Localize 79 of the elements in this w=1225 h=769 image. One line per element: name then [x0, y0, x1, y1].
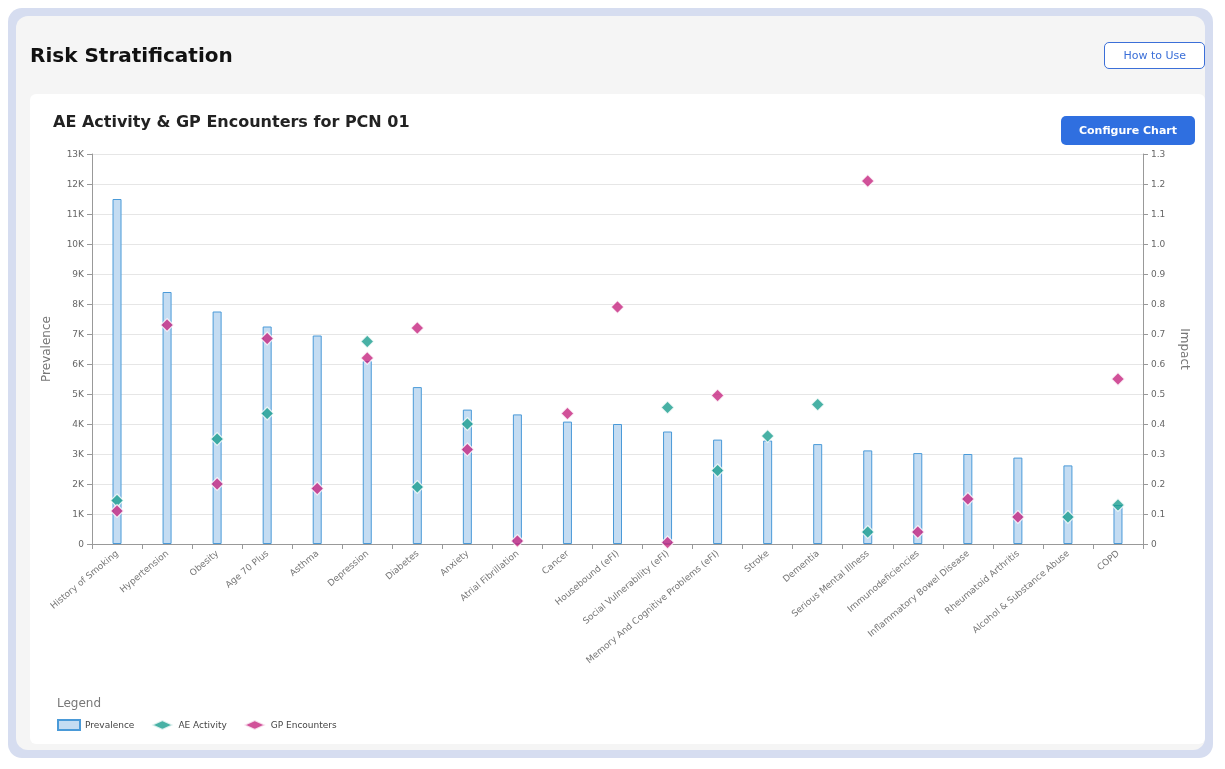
y-tick-label: 13K — [66, 149, 86, 159]
point — [660, 535, 675, 550]
point — [1010, 509, 1025, 525]
point — [660, 400, 675, 415]
y-tick-label: 4K — [72, 419, 86, 429]
point — [410, 320, 425, 336]
point — [260, 331, 275, 346]
point — [510, 533, 525, 549]
point — [810, 397, 825, 412]
bar — [312, 335, 322, 544]
point — [460, 442, 475, 457]
point — [460, 416, 475, 432]
point — [260, 406, 275, 421]
legend-title: Legend — [57, 696, 102, 710]
y-tick-label: 9K — [72, 269, 86, 279]
y2-tick-label: 0.1 — [1151, 509, 1166, 519]
legend-label: AE Activity — [178, 720, 228, 730]
bar — [813, 444, 823, 544]
y2-axis-title: Impact — [1178, 328, 1192, 371]
point — [760, 428, 775, 444]
point — [560, 406, 575, 421]
point — [1110, 497, 1126, 513]
point — [109, 503, 125, 519]
bar — [112, 199, 122, 544]
bar — [162, 292, 172, 544]
y-axis-title: Prevalence — [39, 316, 53, 382]
bar — [613, 424, 622, 544]
y-tick-label: 7K — [72, 329, 86, 339]
y2-tick-label: 0.8 — [1151, 299, 1166, 309]
y2-tick-label: 0.4 — [1151, 419, 1166, 429]
text: How to Use — [1104, 41, 1205, 69]
y2-tick-label: 0 — [1151, 539, 1157, 549]
bar — [412, 387, 422, 544]
point — [360, 350, 375, 366]
y-tick-label: 10K — [66, 239, 86, 249]
y-tick-label: 0 — [78, 539, 85, 549]
y-tick-label: 8K — [72, 299, 86, 309]
point — [310, 481, 325, 496]
legend-label: Prevalence — [85, 720, 135, 730]
x-tick-label: Age 70 Plus — [223, 547, 271, 590]
legend-label: GP Encounters — [270, 720, 338, 730]
bar — [562, 421, 572, 544]
y-tick-label: 5K — [72, 389, 86, 399]
point — [159, 317, 175, 333]
text: Risk Stratification — [30, 43, 233, 67]
point — [210, 431, 225, 447]
point — [210, 476, 225, 492]
y2-tick-label: 0.3 — [1151, 449, 1166, 459]
point — [710, 463, 725, 478]
y2-tick-label: 1.0 — [1151, 239, 1166, 249]
point — [710, 388, 725, 403]
y2-tick-label: 1.2 — [1151, 179, 1166, 189]
point — [610, 299, 625, 315]
y2-tick-label: 0.2 — [1151, 479, 1166, 489]
point — [910, 524, 925, 540]
y2-tick-label: 1.1 — [1151, 209, 1166, 219]
y2-tick-label: 0.5 — [1151, 389, 1166, 399]
y2-tick-label: 0.7 — [1151, 329, 1166, 339]
y-tick-label: 2K — [72, 479, 86, 489]
y-tick-label: 1K — [72, 509, 86, 519]
bar — [763, 440, 773, 544]
point — [410, 479, 425, 495]
point — [360, 334, 375, 349]
bar — [212, 311, 222, 544]
point — [1110, 371, 1126, 387]
y-tick-label: 11K — [66, 209, 86, 219]
y2-tick-label: 0.9 — [1151, 269, 1166, 279]
bar — [362, 361, 372, 544]
y-tick-label: 12K — [66, 179, 86, 189]
chart-title: AE Activity & GP Encounters for PCN 01 — [53, 111, 410, 131]
point — [860, 173, 875, 189]
y2-tick-label: 1.3 — [1151, 149, 1166, 159]
y-tick-label: 3K — [72, 449, 86, 459]
point — [960, 491, 975, 507]
y-tick-label: 6K — [72, 359, 86, 369]
point — [860, 524, 875, 540]
y2-tick-label: 0.6 — [1151, 359, 1166, 369]
text: Configure Chart — [1060, 116, 1195, 145]
point — [1060, 509, 1076, 525]
